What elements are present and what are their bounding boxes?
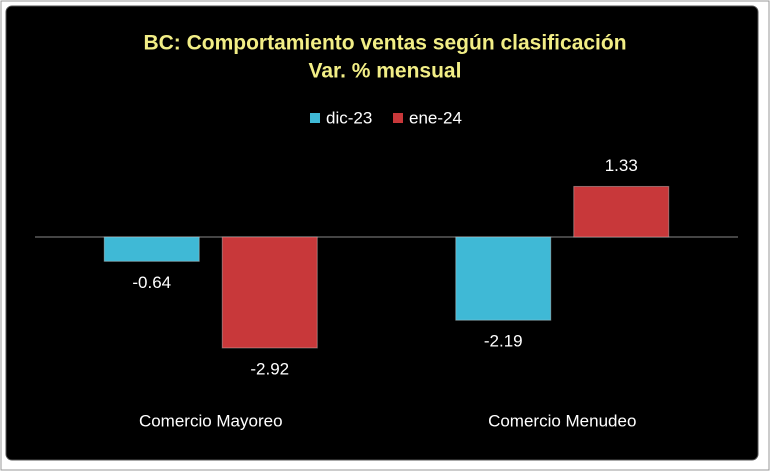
x-tick-label: Comercio Mayoreo bbox=[139, 411, 283, 430]
chart-title: BC: Comportamiento ventas según clasific… bbox=[143, 32, 626, 55]
legend-swatch bbox=[393, 113, 403, 123]
chart-subtitle: Var. % mensual bbox=[309, 60, 462, 83]
legend-label: ene-24 bbox=[409, 108, 462, 127]
legend-label: dic-23 bbox=[326, 108, 372, 127]
bar bbox=[221, 236, 318, 349]
bar bbox=[455, 236, 552, 321]
bar bbox=[103, 236, 200, 262]
data-label: -0.64 bbox=[132, 273, 171, 292]
data-label: 1.33 bbox=[605, 156, 638, 175]
data-label: -2.92 bbox=[250, 359, 289, 378]
legend-swatch bbox=[310, 113, 320, 123]
chart-background bbox=[5, 5, 759, 461]
x-tick-label: Comercio Menudeo bbox=[488, 411, 636, 430]
data-label: -2.19 bbox=[484, 332, 523, 351]
bar bbox=[573, 185, 670, 238]
